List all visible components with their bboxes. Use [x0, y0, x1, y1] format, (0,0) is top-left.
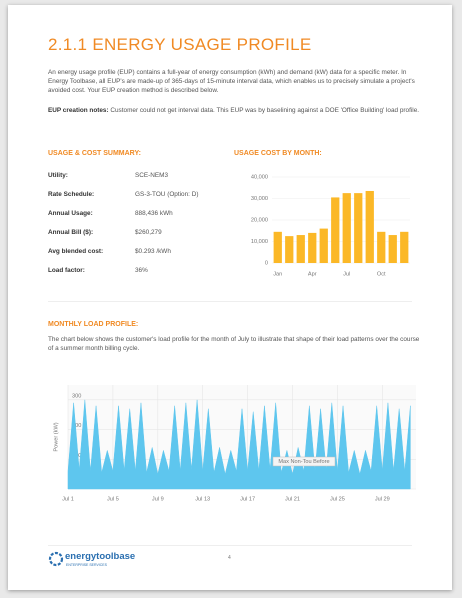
x-tick-label: Oct: [377, 271, 386, 277]
y-tick-label: 0: [265, 260, 268, 266]
x-tick-label: Jul 1: [62, 496, 74, 502]
bar: [377, 231, 386, 263]
bar: [354, 193, 363, 263]
bar: [296, 235, 305, 263]
summary-heading: USAGE & COST SUMMARY:: [48, 150, 141, 157]
bar: [308, 232, 317, 263]
intro: An energy usage profile (EUP) contains a…: [48, 69, 415, 94]
row-value: SCE-NEM3: [135, 172, 169, 179]
y-tick-label: 10,000: [251, 239, 268, 245]
y-axis-label: Power (kW): [53, 422, 59, 451]
x-tick-label: Jul 25: [330, 496, 345, 502]
x-tick-label: Jul 9: [152, 496, 164, 502]
notes-label: EUP creation notes:: [48, 107, 109, 114]
row-label: Annual Bill ($):: [48, 229, 94, 236]
bar: [331, 197, 340, 263]
x-tick-label: Apr: [308, 271, 317, 277]
annotation-box: [272, 456, 336, 467]
row-value: 36%: [135, 267, 148, 274]
logo-icon: [48, 551, 64, 567]
logo: energytoolbase: [65, 551, 136, 562]
title: 2.1.1 ENERGY USAGE PROFILE: [48, 35, 312, 54]
tagline: ENTERPRISE SERVICES: [66, 563, 107, 567]
bar-chart: 0 10,000 20,000 30,000 40,000 Jan Apr Jul Oct: [251, 174, 410, 277]
area: [67, 399, 411, 490]
row-label: Utility:: [48, 172, 68, 179]
x-tick-label: Jan: [273, 271, 282, 277]
row-label: Rate Schedule:: [48, 191, 95, 198]
bar: [400, 231, 409, 263]
bar: [365, 190, 374, 263]
profile-text: The chart below shows the customer's loa…: [48, 336, 420, 352]
bar: [342, 193, 351, 263]
y-tick-label: 300: [72, 393, 81, 399]
profile-heading: MONTHLY LOAD PROFILE:: [48, 321, 139, 328]
x-tick-label: Jul: [343, 271, 350, 277]
x-tick-label: Jul 13: [195, 496, 210, 502]
row-value: 888,436 kWh: [135, 210, 173, 217]
x-tick-label: Jul 29: [375, 496, 390, 502]
annotation: Max Non-Tou Before: [278, 459, 329, 465]
y-tick-label: 40,000: [251, 174, 268, 180]
bar: [319, 228, 328, 263]
bar: [388, 235, 397, 263]
page-number: 4: [228, 555, 231, 561]
x-tick-label: Jul 5: [107, 496, 119, 502]
x-tick-label: Jul 17: [240, 496, 255, 502]
document-sheet: 2.1.1 ENERGY USAGE PROFILE An energy usa…: [8, 5, 452, 590]
x-tick-label: Jul 21: [285, 496, 300, 502]
y-tick-label: 20,000: [251, 217, 268, 223]
divider: [48, 545, 412, 546]
row-label: Load factor:: [48, 267, 85, 274]
row-value: $260,279: [135, 229, 162, 236]
row-value: GS-3-TOU (Option: D): [135, 191, 199, 198]
divider: [48, 301, 412, 302]
row-label: Avg blended cost:: [48, 248, 104, 255]
y-tick-label: 30,000: [251, 196, 268, 202]
notes-text: Customer could not get interval data. Th…: [110, 107, 420, 114]
row-value: $0.293 /kWh: [135, 248, 171, 255]
bar: [273, 231, 282, 263]
notes: EUP creation notes: Customer could not g…: [48, 106, 420, 115]
chart-heading: USAGE COST BY MONTH:: [234, 150, 322, 157]
y-tick-label: 200: [72, 423, 81, 429]
row-label: Annual Usage:: [48, 210, 93, 217]
bar: [285, 236, 294, 263]
